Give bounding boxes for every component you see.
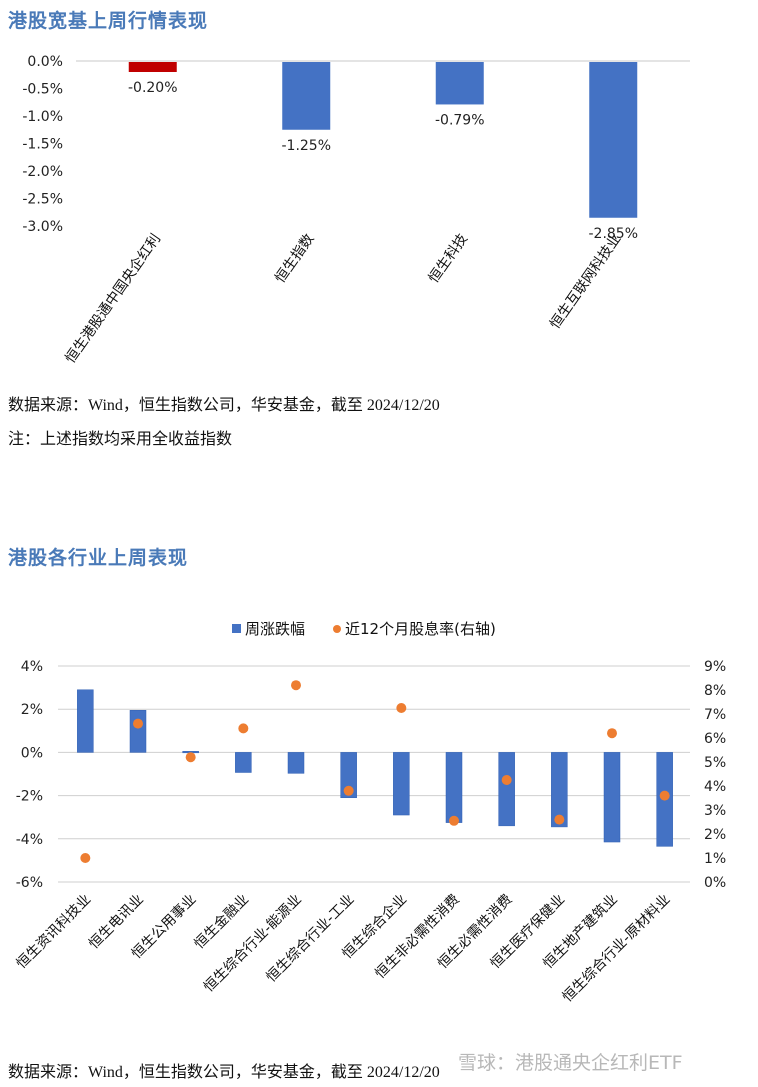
y-right-tick-label: 3%	[704, 803, 726, 819]
x-category-label: 恒生科技	[426, 231, 471, 286]
y-left-tick-label: 4%	[21, 659, 43, 675]
dividend-yield-dot	[80, 853, 91, 863]
chart2-industry-combo-chart: 周涨跌幅 近12个月股息率(右轴) 4% 2% 0% -2% -4% -6% 9% 8% 7% 6% 5…	[14, 620, 727, 1006]
chart1-source: 数据来源：Wind，恒生指数公司，华安基金，截至 2024/12/20	[8, 397, 440, 414]
y-right-tick-label: 7%	[704, 707, 726, 723]
chart2-source: 数据来源：Wind，恒生指数公司，华安基金，截至 2024/12/20	[8, 1064, 440, 1081]
weekly-change-bar	[340, 752, 357, 799]
y-right-tick-label: 8%	[704, 683, 726, 699]
bar-value-label: -0.20%	[128, 80, 178, 96]
y-left-tick-label: 0%	[21, 745, 43, 761]
weekly-change-bar	[287, 752, 305, 774]
weekly-change-bar	[551, 752, 568, 828]
y-right-tick-label: 5%	[704, 755, 726, 771]
weekly-change-bar	[603, 752, 621, 843]
bar	[589, 62, 638, 218]
weekly-change-bar	[129, 710, 147, 753]
dividend-yield-dot	[607, 728, 617, 739]
y-tick-label: -3.0%	[22, 219, 63, 235]
bar-value-label: -0.79%	[435, 112, 485, 128]
y-tick-label: 0.0%	[27, 54, 63, 70]
chart1-note: 注：上述指数均采用全收益指数	[8, 431, 233, 448]
y-left-tick-label: -6%	[16, 875, 43, 891]
y-left-tick-label: -4%	[16, 832, 43, 848]
y-tick-label: -1.0%	[22, 109, 63, 125]
chart2-title: 港股各行业上周表现	[8, 547, 189, 569]
bar	[435, 62, 484, 105]
bar	[282, 62, 331, 130]
dividend-yield-dot	[396, 703, 407, 713]
weekly-change-bar	[445, 752, 463, 823]
y-tick-label: -2.5%	[22, 192, 63, 208]
weekly-change-bar	[393, 752, 410, 816]
legend-bar-swatch	[232, 624, 241, 633]
dividend-yield-dot	[659, 790, 670, 801]
watermark: 雪球：港股通央企红利ETF	[458, 1052, 683, 1074]
y-right-tick-label: 9%	[704, 659, 726, 675]
x-category-label: 恒生资讯科技业	[14, 892, 95, 973]
legend-bar-label: 周涨跌幅	[245, 620, 305, 638]
y-tick-label: -1.5%	[22, 137, 63, 153]
y-right-tick-label: 4%	[704, 779, 726, 795]
y-right-tick-label: 0%	[704, 875, 726, 891]
x-category-label: 恒生指数	[272, 231, 317, 286]
x-category-label: 恒生互联网科技业	[547, 231, 624, 332]
legend-dot-label: 近12个月股息率(右轴)	[345, 620, 496, 638]
x-category-label: 恒生综合行业-工业	[263, 892, 357, 986]
dividend-yield-dot	[501, 775, 512, 785]
chart1-title: 港股宽基上周行情表现	[8, 10, 209, 32]
y-right-tick-label: 2%	[704, 827, 726, 843]
x-category-label: 恒生综合行业-能源业	[201, 892, 305, 996]
dividend-yield-dot	[554, 814, 565, 825]
y-tick-label: -2.0%	[22, 164, 63, 180]
dividend-yield-dot	[133, 718, 143, 729]
weekly-change-bar	[498, 752, 515, 827]
dividend-yield-dot	[185, 752, 196, 763]
y-right-tick-label: 6%	[704, 731, 726, 747]
dividend-yield-dot	[343, 785, 354, 796]
dividend-yield-dot	[449, 815, 459, 826]
bar-value-label: -1.25%	[281, 138, 331, 154]
x-category-label: 恒生港股通中国央企红利	[62, 231, 164, 367]
weekly-change-bar	[77, 689, 94, 753]
x-category-label: 恒生综合行业-原材料业	[560, 892, 674, 1006]
dividend-yield-dot	[291, 680, 301, 691]
bar-value-label: -2.85%	[588, 226, 638, 242]
bar	[128, 62, 177, 72]
y-right-tick-label: 1%	[704, 851, 726, 867]
weekly-change-bar	[235, 752, 252, 773]
y-tick-label: -0.5%	[22, 82, 63, 98]
legend-dot-swatch	[333, 625, 341, 633]
chart1-broad-index-bar-chart: 0.0% -0.5% -1.0% -1.5% -2.0% -2.5% -3.0% -0.20%…	[22, 54, 690, 367]
dividend-yield-dot	[238, 723, 249, 734]
y-left-tick-label: 2%	[21, 702, 43, 718]
y-left-tick-label: -2%	[16, 789, 43, 805]
